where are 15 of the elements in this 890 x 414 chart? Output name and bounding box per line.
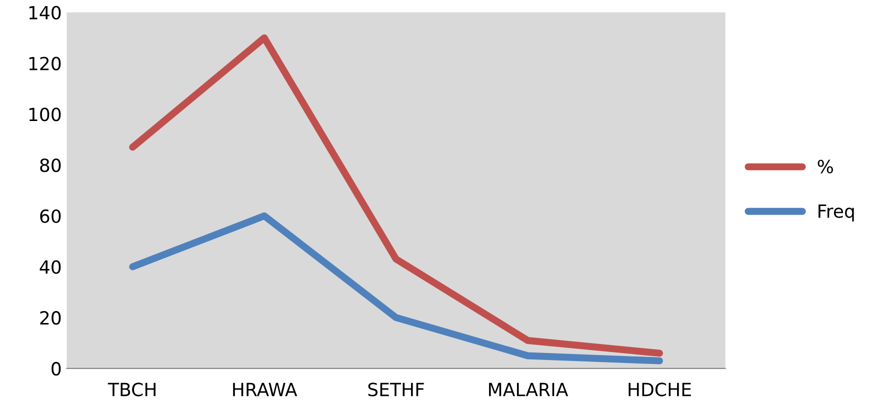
x-tick-label: HDCHE xyxy=(628,382,691,396)
x-tick-label: MALARIA xyxy=(489,382,568,396)
y-tick-label: 100 xyxy=(29,108,61,122)
x-tick-label: HRAWA xyxy=(233,382,298,396)
y-tick-label: 0 xyxy=(52,362,61,376)
y-tick-label: 120 xyxy=(29,56,61,70)
y-tick-label: 140 xyxy=(29,6,61,20)
y-tick-label: 20 xyxy=(40,311,61,325)
x-tick-label: SETHF xyxy=(368,382,424,396)
legend-label: % xyxy=(818,160,833,174)
y-tick-label: 40 xyxy=(40,260,61,274)
legend-label: Freq xyxy=(818,204,854,222)
y-tick-label: 80 xyxy=(40,158,61,172)
y-tick-label: 60 xyxy=(40,209,61,223)
x-tick-label: TBCH xyxy=(108,382,156,396)
